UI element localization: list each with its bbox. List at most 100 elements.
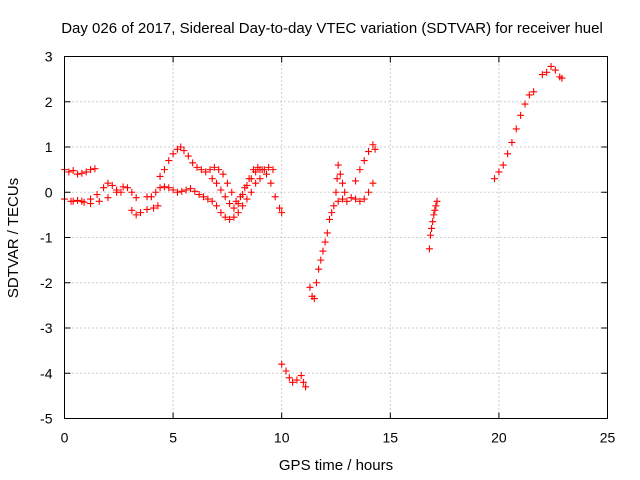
data-point bbox=[547, 62, 555, 70]
y-tick-label: -3 bbox=[40, 320, 53, 336]
data-point bbox=[306, 283, 314, 291]
data-point bbox=[165, 157, 173, 165]
data-point bbox=[91, 165, 99, 173]
data-point bbox=[206, 166, 214, 174]
data-point bbox=[432, 202, 440, 210]
data-point bbox=[152, 188, 160, 196]
data-point bbox=[150, 204, 158, 212]
data-point bbox=[278, 209, 286, 217]
x-tick-labels: 0 5 10 15 20 25 bbox=[61, 430, 616, 446]
y-tick-label: -5 bbox=[40, 411, 53, 427]
data-point bbox=[371, 145, 379, 153]
data-point bbox=[169, 150, 177, 158]
data-point bbox=[334, 197, 342, 205]
data-point bbox=[113, 188, 121, 196]
data-point bbox=[169, 186, 177, 194]
data-point bbox=[330, 202, 338, 210]
data-point bbox=[156, 172, 164, 180]
data-point bbox=[260, 166, 268, 174]
data-point bbox=[154, 202, 162, 210]
data-point bbox=[521, 100, 529, 108]
data-point bbox=[230, 213, 238, 221]
x-axis-label: GPS time / hours bbox=[279, 457, 393, 474]
data-point bbox=[333, 175, 341, 183]
y-tick-label: 3 bbox=[45, 49, 53, 65]
data-point bbox=[123, 184, 131, 192]
x-tick-label: 15 bbox=[383, 430, 399, 446]
chart-title: Day 026 of 2017, Sidereal Day-to-day VTE… bbox=[61, 20, 603, 37]
data-point bbox=[312, 279, 320, 287]
data-point bbox=[428, 224, 436, 232]
x-tick-label: 0 bbox=[61, 430, 69, 446]
data-point bbox=[215, 166, 223, 174]
data-point bbox=[429, 218, 437, 226]
y-tick-label: 1 bbox=[45, 139, 53, 155]
data-point bbox=[352, 195, 360, 203]
data-point bbox=[217, 186, 225, 194]
data-point bbox=[504, 150, 512, 158]
data-point bbox=[221, 213, 229, 221]
data-point bbox=[365, 188, 373, 196]
data-point bbox=[189, 159, 197, 167]
data-point bbox=[325, 215, 333, 223]
data-point bbox=[200, 193, 208, 201]
data-point bbox=[269, 166, 277, 174]
data-point bbox=[334, 161, 342, 169]
data-point bbox=[100, 184, 108, 192]
data-point bbox=[147, 193, 155, 201]
data-point bbox=[226, 200, 234, 208]
data-point bbox=[339, 195, 347, 203]
data-point bbox=[128, 206, 136, 214]
data-point bbox=[517, 111, 525, 119]
data-point bbox=[297, 372, 305, 380]
data-point bbox=[178, 187, 186, 195]
data-point bbox=[499, 161, 507, 169]
data-point bbox=[317, 256, 325, 264]
data-point bbox=[293, 376, 301, 384]
data-point bbox=[426, 231, 434, 239]
x-tick-label: 25 bbox=[600, 430, 616, 446]
data-point bbox=[425, 245, 433, 253]
data-point bbox=[302, 383, 310, 391]
data-point bbox=[365, 148, 373, 156]
data-point bbox=[186, 185, 194, 193]
data-point bbox=[239, 202, 247, 210]
data-point bbox=[530, 88, 538, 96]
data-point bbox=[165, 184, 173, 192]
data-point bbox=[87, 200, 95, 208]
data-point bbox=[495, 168, 503, 176]
data-point bbox=[108, 181, 116, 189]
data-point bbox=[319, 247, 327, 255]
data-point bbox=[247, 188, 255, 196]
data-point bbox=[119, 183, 127, 191]
data-point bbox=[282, 367, 290, 375]
data-point bbox=[431, 206, 439, 214]
data-point bbox=[184, 152, 192, 160]
y-tick-label: -4 bbox=[40, 365, 53, 381]
data-point bbox=[310, 295, 318, 303]
data-point bbox=[278, 360, 286, 368]
data-point bbox=[143, 205, 151, 213]
data-point bbox=[228, 188, 236, 196]
data-point bbox=[104, 179, 112, 187]
data-point bbox=[512, 125, 520, 133]
data-point bbox=[87, 166, 95, 174]
data-point bbox=[243, 195, 251, 203]
data-points bbox=[61, 62, 566, 391]
y-tick-label: 0 bbox=[45, 184, 53, 200]
data-point bbox=[262, 170, 270, 178]
data-point bbox=[343, 197, 351, 205]
data-point bbox=[104, 194, 112, 202]
y-tick-label: 2 bbox=[45, 94, 53, 110]
y-tick-labels: -5 -4 -3 -2 -1 0 1 2 3 bbox=[40, 49, 53, 427]
data-point bbox=[208, 197, 216, 205]
data-point bbox=[69, 197, 77, 205]
data-point bbox=[339, 179, 347, 187]
data-point bbox=[74, 196, 82, 204]
data-point bbox=[352, 177, 360, 185]
data-point bbox=[234, 209, 242, 217]
data-point bbox=[430, 211, 438, 219]
x-tick-label: 20 bbox=[491, 430, 507, 446]
